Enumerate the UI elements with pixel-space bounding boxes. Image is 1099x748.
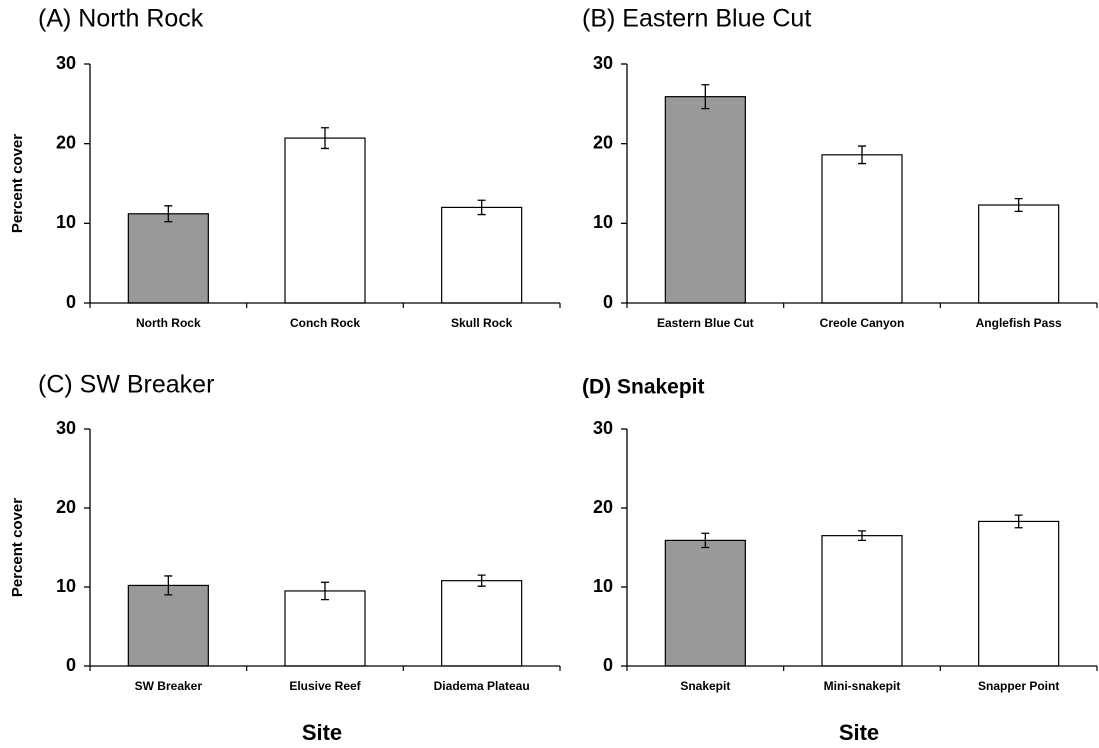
x-tick-label: North Rock <box>136 316 201 330</box>
y-tick-label: 20 <box>593 132 613 152</box>
x-axis-label: Site <box>302 720 342 745</box>
x-tick-label: Elusive Reef <box>289 679 361 693</box>
error-bar <box>1014 514 1023 529</box>
error-bar <box>321 581 329 601</box>
bar <box>284 137 366 304</box>
error-bar <box>477 199 486 216</box>
y-tick-label: 30 <box>56 418 76 438</box>
error-bar <box>321 127 329 150</box>
bar <box>821 154 903 304</box>
bar <box>284 590 366 667</box>
y-tick-label: 10 <box>56 212 76 232</box>
y-tick-label: 30 <box>593 418 613 438</box>
bar <box>441 580 523 667</box>
y-tick-label: 20 <box>593 497 613 517</box>
y-axis-label: Percent cover <box>9 134 26 233</box>
y-tick-label: 10 <box>593 576 613 596</box>
panel-title: (C) SW Breaker <box>38 371 214 399</box>
y-tick-label: 0 <box>66 655 76 675</box>
error-bar <box>1014 197 1023 213</box>
error-bar <box>858 530 866 542</box>
error-bar <box>164 205 173 223</box>
bar <box>127 213 209 304</box>
error-bar <box>858 145 866 165</box>
x-tick-label: Snapper Point <box>978 679 1059 693</box>
panel-title: (A) North Rock <box>38 5 204 33</box>
x-tick-label: SW Breaker <box>135 679 203 693</box>
y-axis-label: Percent cover <box>9 498 26 597</box>
error-bar <box>701 532 710 549</box>
bar <box>978 520 1060 667</box>
bar <box>978 204 1060 304</box>
x-tick-label: Diadema Plateau <box>434 679 530 693</box>
panel-title: (B) Eastern Blue Cut <box>582 5 811 33</box>
x-tick-label: Mini-snakepit <box>824 679 901 693</box>
x-tick-label: Creole Canyon <box>820 316 905 330</box>
y-tick-label: 10 <box>56 576 76 596</box>
x-tick-label: Anglefish Pass <box>976 316 1062 330</box>
x-axis-label: Site <box>839 720 879 745</box>
x-tick-label: Snakepit <box>680 679 730 693</box>
bar <box>664 96 746 304</box>
bar <box>821 535 903 667</box>
x-tick-label: Conch Rock <box>290 316 360 330</box>
y-tick-label: 0 <box>603 292 613 312</box>
x-tick-label: Eastern Blue Cut <box>657 316 754 330</box>
y-tick-label: 30 <box>593 53 613 73</box>
bar <box>441 206 523 304</box>
y-tick-label: 20 <box>56 497 76 517</box>
y-tick-label: 0 <box>66 292 76 312</box>
y-tick-label: 10 <box>593 212 613 232</box>
bar <box>664 539 746 667</box>
bar <box>127 584 209 667</box>
error-bar <box>477 574 486 587</box>
y-tick-label: 30 <box>56 53 76 73</box>
y-tick-label: 0 <box>603 655 613 675</box>
error-bar <box>701 84 710 110</box>
x-tick-label: Skull Rock <box>451 316 513 330</box>
panel-title: (D) Snakepit <box>582 376 705 399</box>
error-bar <box>164 575 173 596</box>
y-tick-label: 20 <box>56 132 76 152</box>
